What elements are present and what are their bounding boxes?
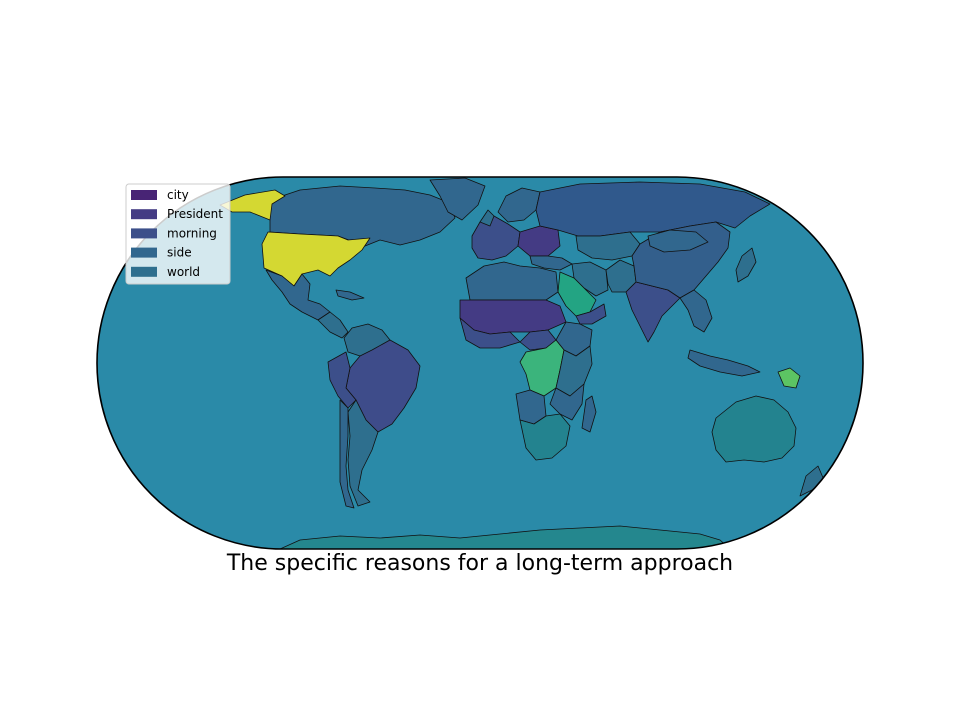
country-cuba [335, 289, 365, 301]
country-argentina [347, 399, 379, 507]
legend-swatch-0 [131, 190, 157, 200]
country-madagascar [581, 395, 597, 433]
country-mexico [265, 269, 331, 321]
legend-label-4: world [167, 265, 200, 279]
country-uk [479, 209, 495, 227]
legend-label-3: side [167, 246, 192, 260]
country-sahel [459, 299, 567, 335]
country-papua-new-guinea [777, 367, 801, 389]
legend-items: city President morning side world [131, 188, 223, 279]
country-mongolia [647, 229, 709, 253]
country-mozambique [549, 383, 585, 421]
legend: city President morning side world [125, 183, 231, 285]
map-outline [96, 176, 864, 550]
country-turkey [529, 255, 573, 271]
country-south-africa [519, 413, 571, 461]
country-greenland [429, 177, 486, 221]
legend-swatch-1 [131, 209, 157, 220]
country-russia [535, 181, 771, 237]
legend-label-0: city [167, 188, 189, 202]
legend-swatch-3 [131, 247, 157, 258]
country-indonesia [687, 349, 761, 377]
country-antarctica [279, 525, 731, 549]
country-alaska [219, 189, 286, 221]
country-australia [711, 395, 797, 463]
country-central-america [317, 311, 349, 339]
legend-box [125, 183, 231, 285]
country-southeast-asia [679, 289, 713, 333]
country-chile [339, 399, 355, 509]
legend-swatch-4 [131, 266, 157, 277]
country-japan [735, 247, 757, 283]
legend-swatch-2 [131, 228, 157, 239]
countries [219, 177, 825, 549]
legend-label-1: President [167, 207, 223, 221]
legend-label-2: morning [167, 226, 217, 240]
country-europe-east [517, 225, 561, 257]
map-title: The specific reasons for a long-term app… [226, 551, 734, 576]
